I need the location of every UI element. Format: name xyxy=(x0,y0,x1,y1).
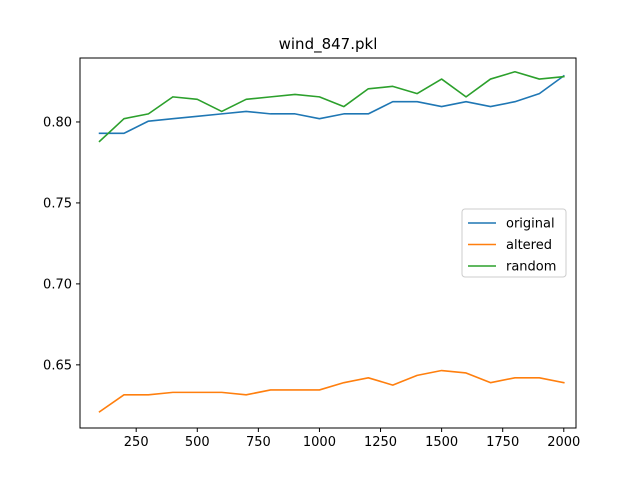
x-tick-label: 1500 xyxy=(425,435,458,450)
legend-label-original: original xyxy=(506,217,555,232)
x-tick-label: 1750 xyxy=(486,435,519,450)
x-tick-label: 250 xyxy=(124,435,149,450)
x-axis: 250 500 750 1000 1250 1500 1750 2000 xyxy=(124,428,580,450)
x-tick-label: 750 xyxy=(246,435,271,450)
y-tick-label: 0.80 xyxy=(43,115,72,130)
series-line-original xyxy=(98,74,565,135)
legend: original altered random xyxy=(461,208,567,278)
series-line-altered xyxy=(98,369,565,413)
chart-title: wind_847.pkl xyxy=(279,35,378,54)
x-tick-label: 2000 xyxy=(547,435,580,450)
series-line-random xyxy=(98,70,565,143)
legend-label-altered: altered xyxy=(506,238,552,253)
y-axis: 0.65 0.70 0.75 0.80 xyxy=(43,115,80,373)
y-tick-label: 0.65 xyxy=(43,358,72,373)
plot-area-frame xyxy=(79,57,577,429)
x-tick-label: 500 xyxy=(185,435,210,450)
y-tick-label: 0.70 xyxy=(43,277,72,292)
legend-box xyxy=(461,208,567,278)
y-tick-label: 0.75 xyxy=(43,196,72,211)
x-tick-label: 1250 xyxy=(364,435,397,450)
series-layer xyxy=(98,70,565,413)
legend-label-random: random xyxy=(506,260,556,275)
x-tick-label: 1000 xyxy=(303,435,336,450)
